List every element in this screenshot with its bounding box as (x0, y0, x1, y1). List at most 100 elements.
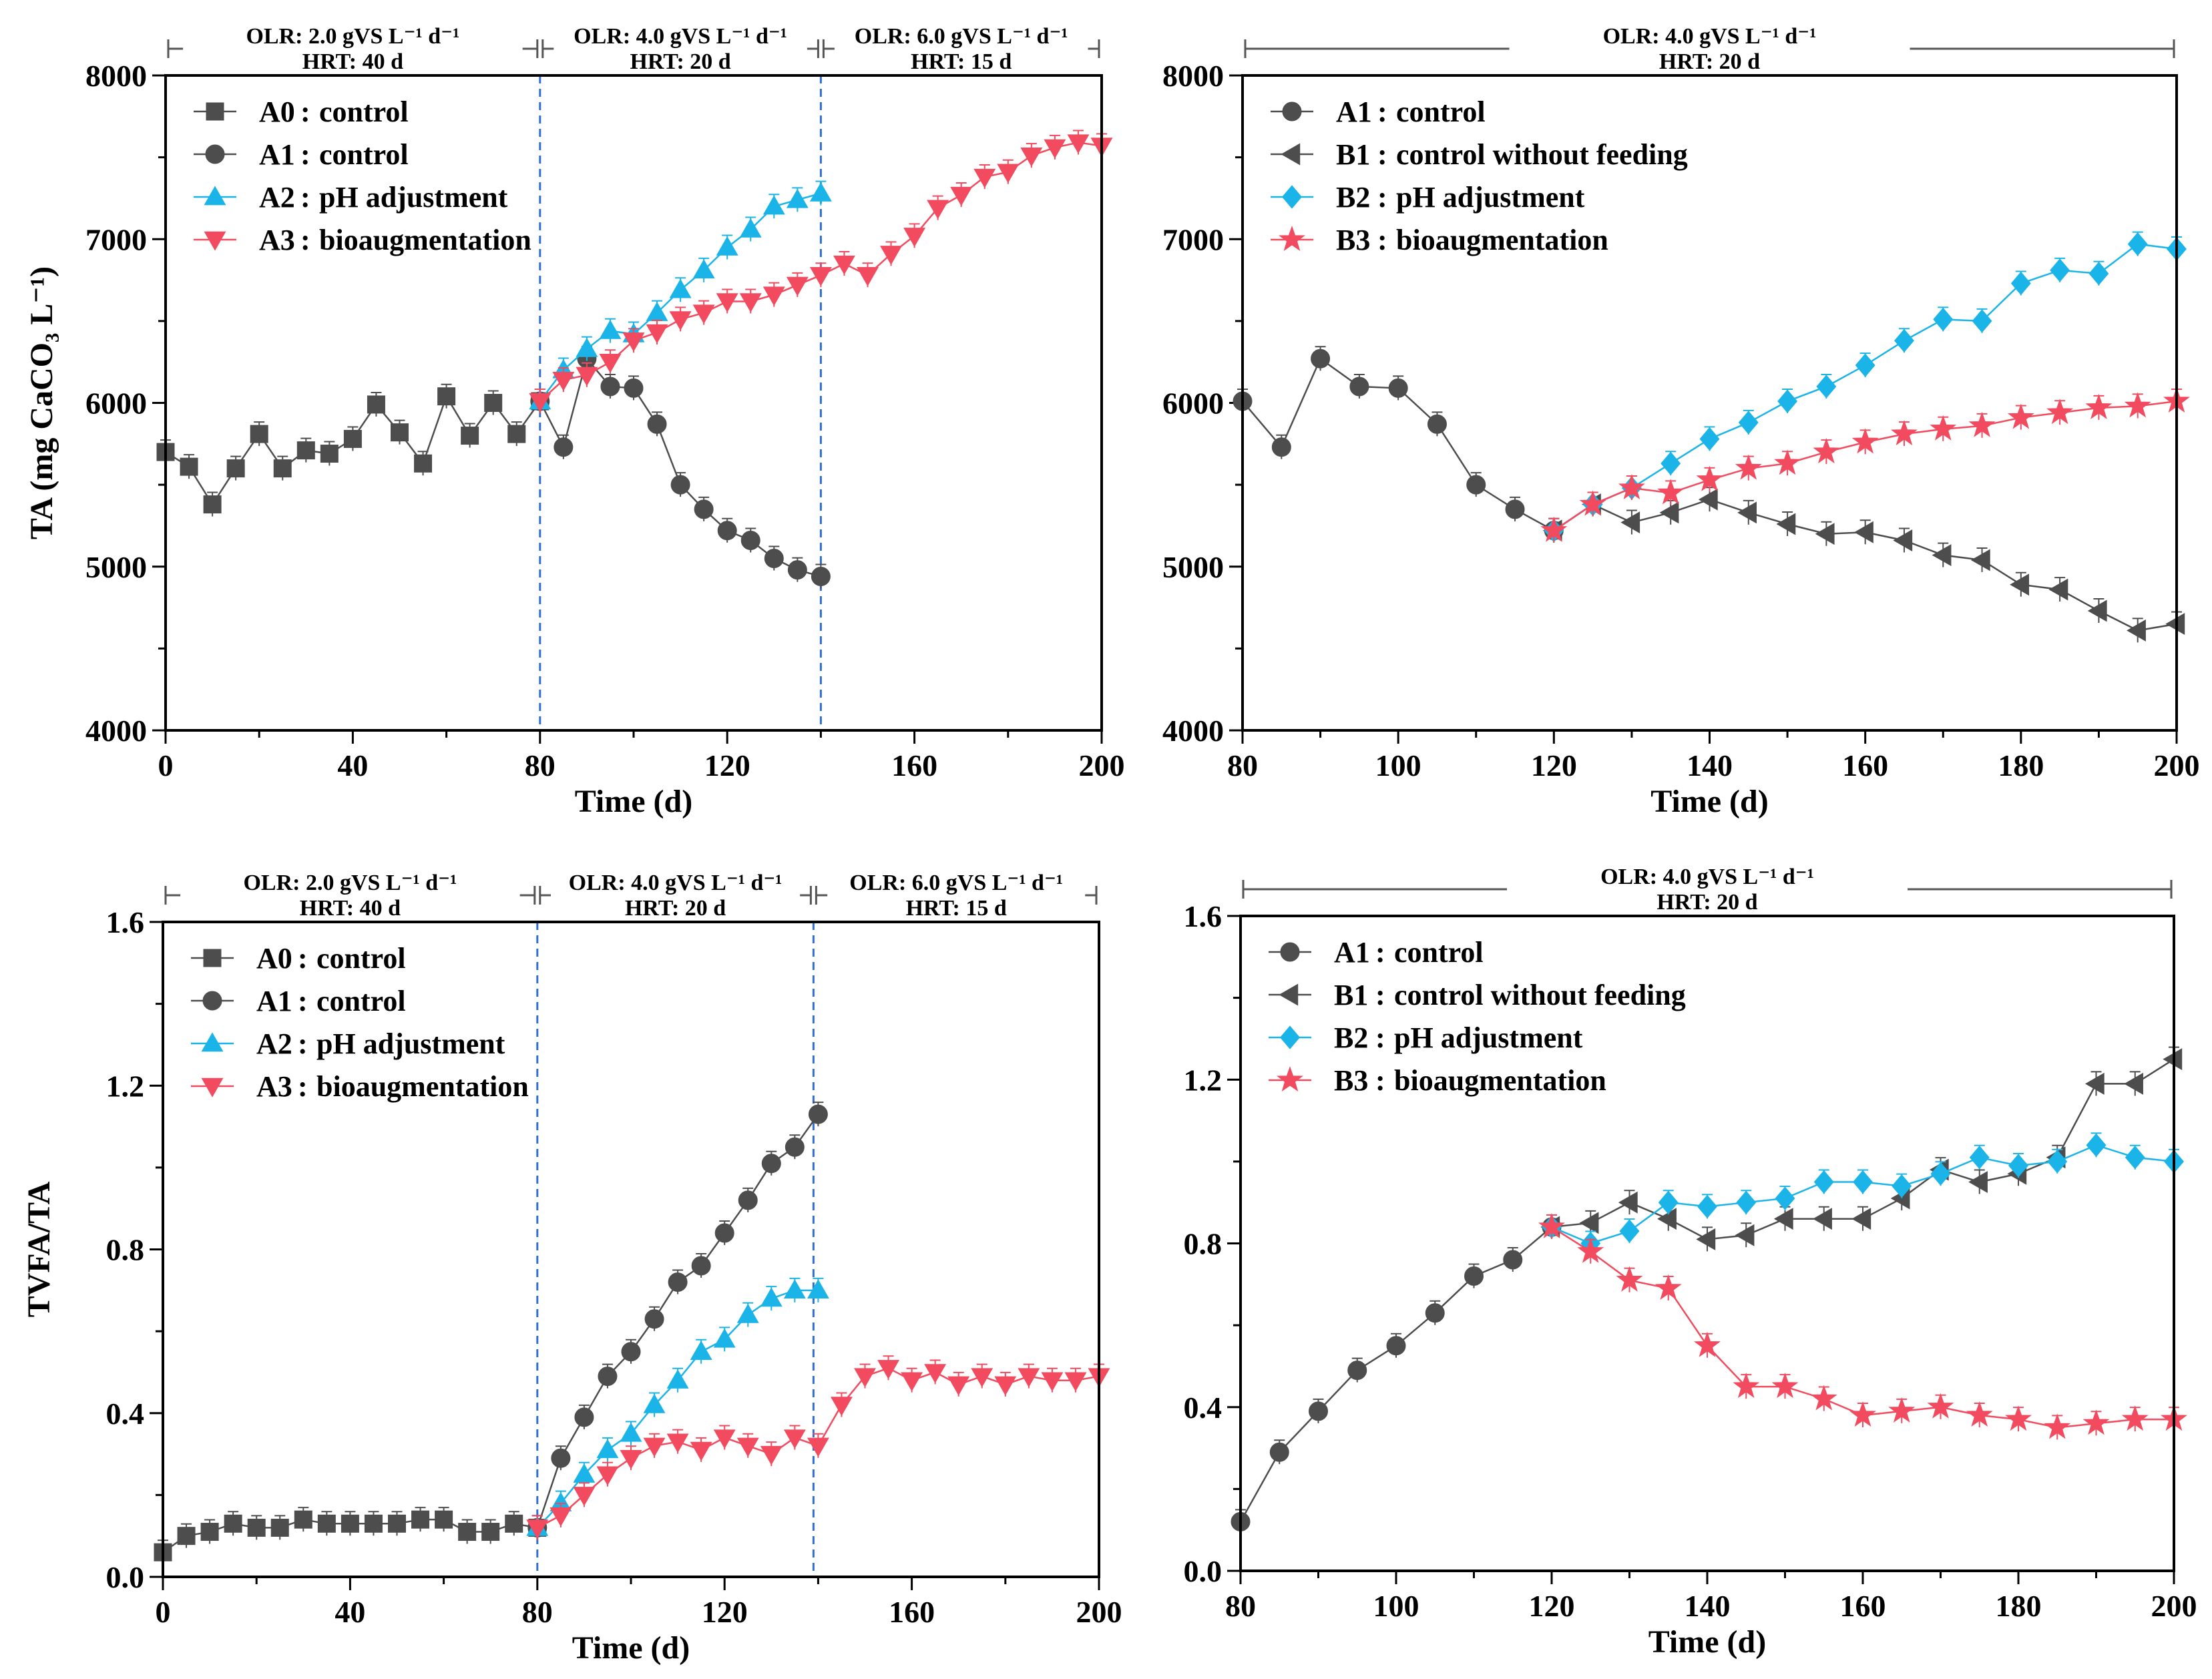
chart-panel-top-left: 0 40 80 120 160 200 4000 5000 6000 7000 8000 Time (… (24, 24, 1125, 819)
data-point-A0 (507, 425, 526, 443)
series-line-A1 (539, 356, 821, 577)
legend-separator: : (300, 95, 310, 128)
legend-marker-B3 (1277, 1065, 1303, 1092)
data-point-A0 (177, 1527, 196, 1545)
data-point-B1 (2010, 573, 2030, 596)
data-point-A0 (414, 454, 433, 473)
legend-separator: : (1377, 181, 1387, 214)
data-point-B3 (1577, 1237, 1604, 1263)
legend-entry-A2: A2: pH adjustment (194, 181, 508, 214)
data-point-A3 (783, 1429, 806, 1449)
legend-entry-B3: B3: bioaugmentation (1269, 1064, 1606, 1097)
data-point-B2 (2088, 262, 2109, 286)
series-A0 (154, 1507, 547, 1565)
data-point-B3 (1888, 1397, 1916, 1423)
x-tick-label: 120 (1531, 748, 1577, 782)
legend-entry-B2: B2: pH adjustment (1269, 1021, 1583, 1054)
phase-olr-label: OLR: 4.0 gVS L⁻¹ d⁻¹ (1603, 24, 1817, 49)
data-point-A3 (573, 1487, 596, 1506)
data-point-A0 (224, 1514, 242, 1533)
data-point-A2 (713, 1328, 736, 1348)
series-line-B3 (1553, 400, 2177, 531)
data-point-A3 (526, 1519, 549, 1539)
data-point-B1 (1854, 521, 1873, 543)
legend-label: bioaugmentation (1396, 224, 1608, 256)
data-point-A1 (1388, 378, 1408, 398)
data-point-B2 (1777, 389, 1798, 413)
data-point-A2 (599, 319, 622, 339)
legend: A0: control A1: control A2: pH adjustment A3: b… (194, 95, 531, 256)
legend-entry-B1: B1: control without feeding (1269, 979, 1686, 1011)
data-point-A3 (760, 1445, 783, 1465)
data-point-A2 (716, 236, 738, 256)
legend-entry-A0: A0: control (194, 95, 409, 128)
data-point-A2 (666, 1369, 689, 1389)
data-point-B1 (1893, 529, 1913, 551)
legend-marker-A1 (205, 144, 225, 164)
x-tick-label: 160 (891, 748, 937, 782)
x-tick-label: 80 (1225, 1589, 1256, 1623)
x-axis-label: Time (d) (575, 784, 692, 819)
legend-separator: : (1377, 138, 1387, 171)
data-point-B1 (2087, 599, 2107, 622)
x-axis-label: Time (d) (1648, 1624, 1766, 1660)
phase-hrt-label: HRT: 20 d (630, 49, 730, 74)
legend-id: A1 (1336, 95, 1372, 128)
y-tick-label: 5000 (1162, 550, 1224, 584)
data-point-A3 (903, 228, 926, 247)
data-point-A3 (622, 332, 645, 352)
series-line-A1 (536, 1114, 819, 1528)
legend-entry-A1: A1: control (191, 985, 406, 1017)
data-point-B2 (2086, 1133, 2107, 1158)
data-point-B3 (1618, 474, 1645, 500)
x-axis-label: Time (d) (572, 1630, 690, 1666)
series-line-A1 (1239, 1226, 1552, 1523)
data-point-A2 (786, 188, 809, 208)
data-point-A2 (690, 1341, 712, 1360)
plot-frame (162, 921, 1100, 1578)
x-tick-label: 40 (337, 748, 368, 782)
legend-id: B1 (1336, 138, 1370, 171)
data-point-B2 (1738, 411, 1759, 435)
legend-separator: : (298, 942, 308, 975)
plot-frame (164, 74, 1103, 732)
y-axis-label: TVFA/TA (21, 1181, 57, 1317)
data-point-B3 (1616, 1266, 1643, 1292)
data-point-A0 (317, 1514, 336, 1533)
data-point-A0 (505, 1514, 523, 1533)
series-A1 (527, 1102, 828, 1540)
data-point-A0 (200, 1523, 219, 1541)
data-point-B2 (1969, 1146, 1990, 1170)
data-point-B2 (1972, 309, 1992, 333)
plot-frame (1241, 74, 2178, 732)
legend-separator: : (300, 181, 310, 214)
legend-separator: : (1377, 95, 1387, 128)
data-point-A2 (809, 182, 832, 202)
legend-marker-A3 (201, 1077, 224, 1098)
y-tick-label: 0.4 (106, 1397, 145, 1431)
data-point-A0 (388, 1514, 406, 1533)
data-point-A3 (549, 1507, 572, 1527)
data-point-A0 (250, 425, 268, 443)
x-tick-label: 140 (1687, 748, 1733, 782)
data-point-B3 (1694, 1331, 1721, 1357)
data-point-A0 (320, 445, 339, 463)
data-point-A1 (1269, 1442, 1289, 1462)
data-point-A1 (1466, 475, 1486, 495)
x-tick-label: 120 (1529, 1589, 1575, 1623)
legend-id: A1 (256, 985, 292, 1017)
legend-marker-A2 (201, 1032, 224, 1052)
data-point-A0 (481, 1523, 500, 1541)
legend-entry-A1: A1: control (194, 138, 409, 171)
data-point-A2 (643, 1393, 666, 1413)
data-point-B3 (1930, 415, 1957, 441)
data-point-A1 (621, 1342, 641, 1362)
data-point-A3 (857, 267, 879, 286)
data-point-A3 (830, 1397, 853, 1417)
data-point-B3 (1927, 1393, 1954, 1419)
data-point-B2 (1855, 353, 1875, 377)
legend-id: B1 (1334, 979, 1368, 1011)
data-point-A1 (1311, 348, 1331, 369)
legend-id: B3 (1336, 224, 1370, 256)
